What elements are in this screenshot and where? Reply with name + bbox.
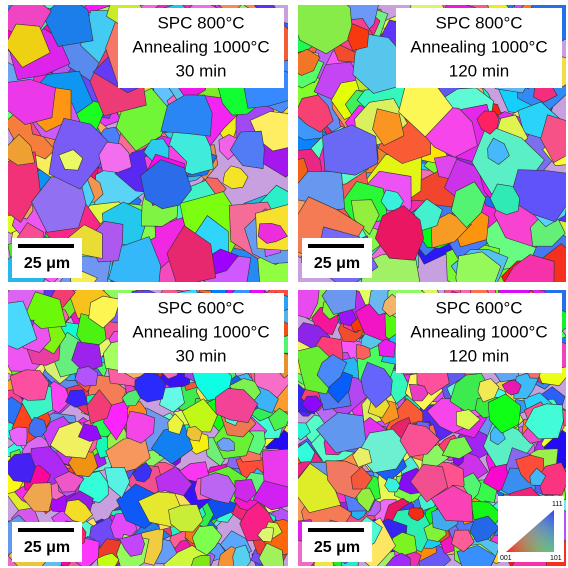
condition-label: SPC 800°C <box>435 13 522 32</box>
scale-bar <box>18 528 74 532</box>
scale-bar <box>308 528 364 532</box>
condition-label: 120 min <box>449 346 509 365</box>
scale-bar <box>308 244 364 248</box>
legend-label: 101 <box>550 555 562 562</box>
grain <box>3 453 36 482</box>
scale-bar <box>18 244 74 248</box>
scale-label: 25 μm <box>24 255 70 272</box>
scale-label: 25 μm <box>314 255 360 272</box>
condition-label: Annealing 1000°C <box>132 37 269 56</box>
condition-label: Annealing 1000°C <box>132 322 269 341</box>
condition-label: SPC 600°C <box>435 298 522 317</box>
condition-label: SPC 600°C <box>157 298 244 317</box>
scale-label: 25 μm <box>24 539 70 556</box>
scale-label: 25 μm <box>314 539 360 556</box>
figure: SPC 800°C Annealing 1000°C 30 min 25 μm SPC … <box>0 0 568 568</box>
condition-label: Annealing 1000°C <box>410 37 547 56</box>
condition-label: 30 min <box>175 61 226 80</box>
condition-label: Annealing 1000°C <box>410 322 547 341</box>
condition-label: 120 min <box>449 61 509 80</box>
condition-label: 30 min <box>175 346 226 365</box>
legend-label: 111 <box>552 501 563 508</box>
condition-label: SPC 800°C <box>157 13 244 32</box>
legend-label: 001 <box>500 555 512 562</box>
